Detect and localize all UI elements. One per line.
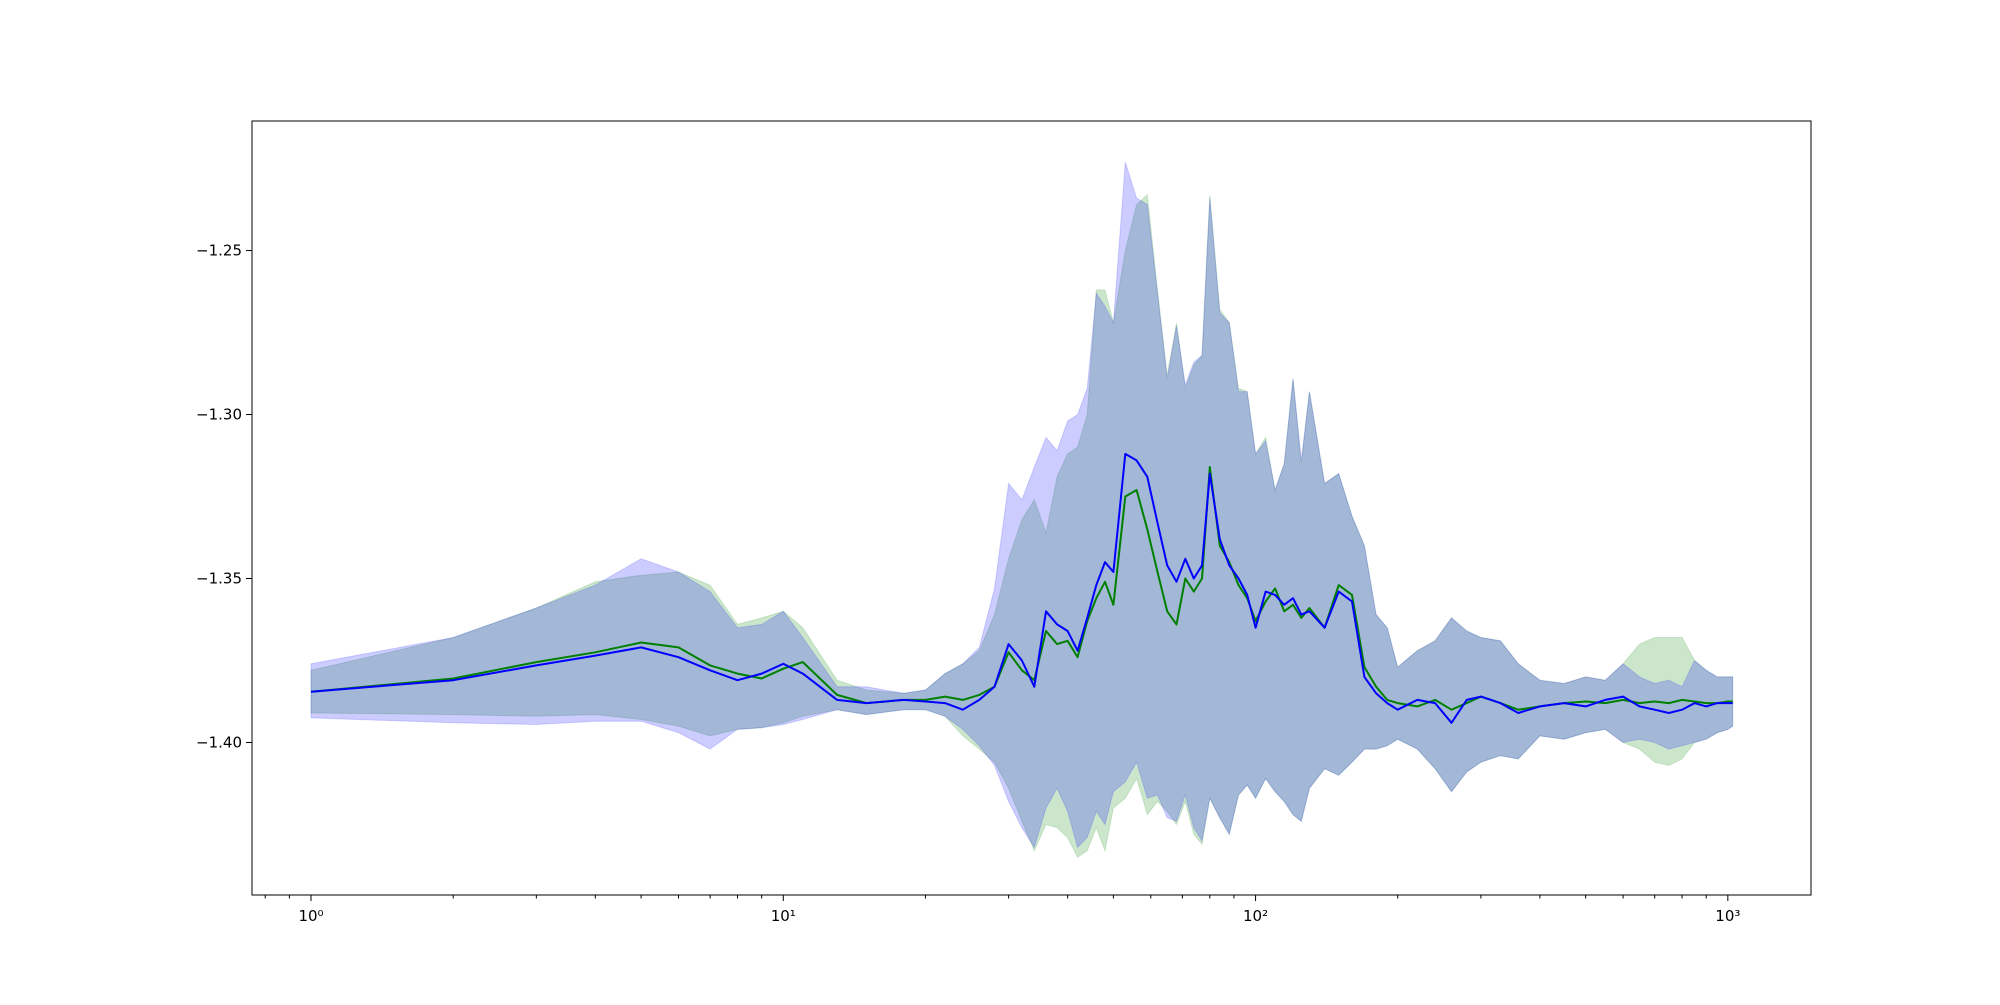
axis-tick-labels: 10⁰ 10¹ 10² 10³ −1.25 −1.30 −1.35 −1.40 [196,242,1740,925]
series-2-band [310,161,1734,849]
x-tick-label: 10⁰ [298,907,323,925]
y-tick-label: −1.40 [196,733,242,751]
series-1-band [310,193,1734,859]
x-tick-label: 10¹ [771,907,796,925]
plot-frame [251,120,1812,896]
series-lines [310,452,1733,724]
y-tick-label: −1.25 [196,242,242,260]
axis-ticks [246,250,1729,901]
y-tick-label: −1.30 [196,406,242,424]
series-2-line [310,452,1733,724]
x-tick-label: 10² [1243,907,1268,925]
y-tick-label: −1.35 [196,570,242,588]
x-tick-label: 10³ [1715,907,1740,925]
confidence-bands [310,161,1734,859]
